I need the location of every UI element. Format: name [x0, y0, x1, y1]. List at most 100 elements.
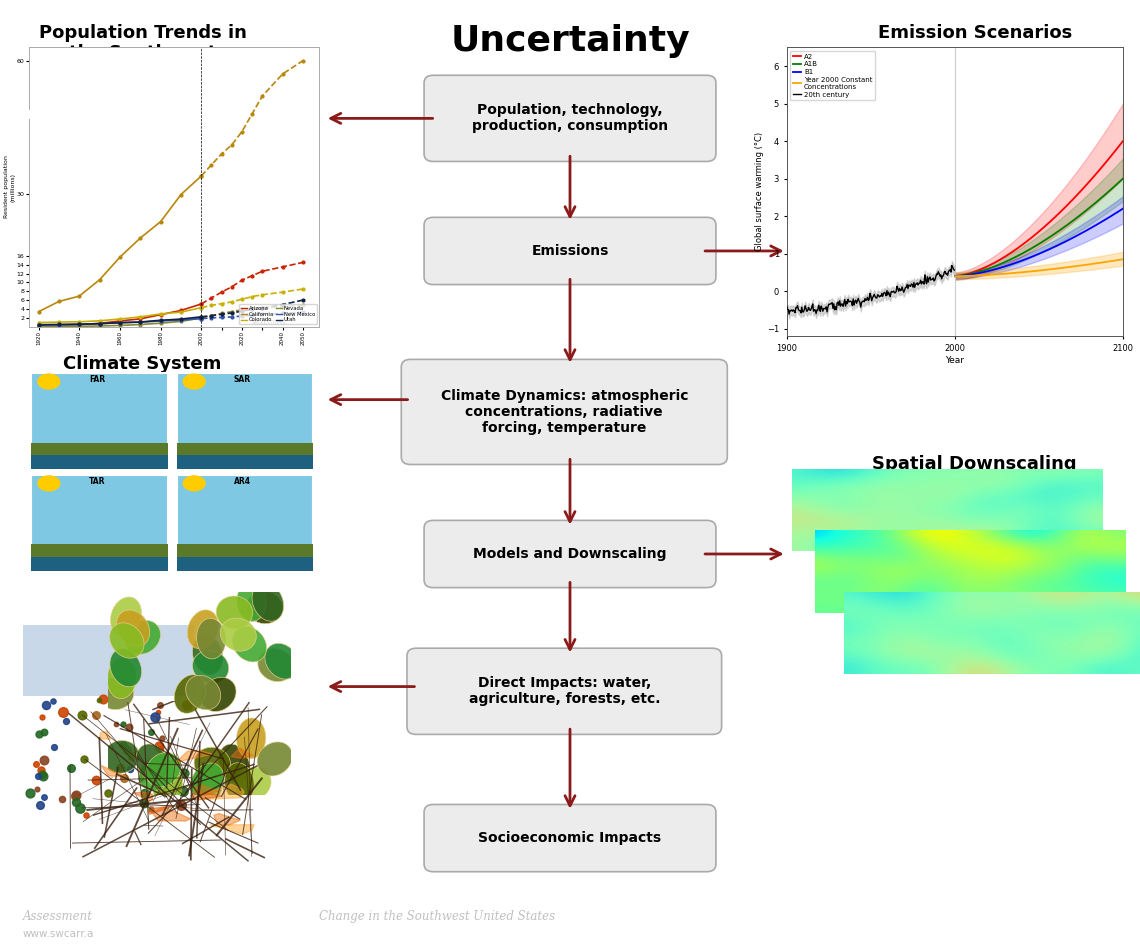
- Ellipse shape: [217, 596, 253, 629]
- Ellipse shape: [125, 620, 161, 654]
- Text: Direct Impacts: water,
agriculture, forests, etc.: Direct Impacts: water, agriculture, fore…: [469, 676, 660, 706]
- Ellipse shape: [233, 627, 267, 662]
- Text: Climate Dynamics: atmospheric
concentrations, radiative
forcing, temperature: Climate Dynamics: atmospheric concentrat…: [440, 389, 689, 435]
- Text: Assessment: Assessment: [23, 910, 92, 923]
- Ellipse shape: [174, 675, 205, 713]
- Year 2000 Constant
Concentrations: [1116, 254, 1130, 265]
- Text: www.swcarr.a: www.swcarr.a: [23, 929, 95, 939]
- Ellipse shape: [186, 675, 221, 710]
- Bar: [23, 625, 194, 696]
- Ellipse shape: [190, 763, 223, 800]
- B1: [993, 262, 1007, 274]
- Text: Population, technology,
production, consumption: Population, technology, production, cons…: [472, 103, 668, 134]
- A1B: [1101, 186, 1115, 197]
- Text: SAR: SAR: [234, 375, 251, 384]
- Text: Emissions: Emissions: [531, 244, 609, 258]
- Ellipse shape: [193, 651, 229, 684]
- A1B: [948, 271, 962, 282]
- Text: Spatial Downscaling: Spatial Downscaling: [872, 455, 1077, 473]
- Legend: A2, A1B, B1, Year 2000 Constant
Concentrations, 20th century: A2, A1B, B1, Year 2000 Constant Concentr…: [790, 51, 876, 100]
- Y-axis label: Resident population
(millions): Resident population (millions): [5, 155, 15, 219]
- Ellipse shape: [196, 618, 226, 659]
- FancyBboxPatch shape: [424, 218, 716, 284]
- Polygon shape: [231, 749, 252, 759]
- Text: Climate System: Climate System: [64, 355, 221, 373]
- Ellipse shape: [153, 767, 182, 807]
- Text: Uncertainty: Uncertainty: [450, 24, 690, 58]
- Text: FAR: FAR: [89, 375, 105, 384]
- Ellipse shape: [109, 623, 144, 658]
- Ellipse shape: [220, 618, 256, 652]
- Circle shape: [38, 475, 60, 491]
- Line: Year 2000 Constant
Concentrations: Year 2000 Constant Concentrations: [955, 259, 1123, 277]
- Text: Change in the Southwest United States: Change in the Southwest United States: [319, 910, 555, 923]
- Bar: [32, 455, 168, 469]
- Polygon shape: [194, 785, 219, 795]
- Text: Socioeconomic Impacts: Socioeconomic Impacts: [479, 831, 661, 845]
- Ellipse shape: [264, 643, 299, 679]
- Text: TAR: TAR: [89, 477, 105, 486]
- A1B: [1116, 173, 1130, 185]
- Ellipse shape: [235, 767, 271, 800]
- A1B: [959, 269, 972, 280]
- Bar: [177, 475, 314, 571]
- Text: PROJECTIONS: PROJECTIONS: [252, 320, 285, 326]
- Ellipse shape: [193, 635, 223, 674]
- Ellipse shape: [139, 756, 173, 791]
- A2: [948, 271, 962, 282]
- Bar: [177, 557, 314, 571]
- Ellipse shape: [194, 762, 222, 803]
- Year 2000 Constant
Concentrations: [948, 271, 962, 282]
- Ellipse shape: [97, 677, 133, 709]
- Year 2000 Constant
Concentrations: [1101, 256, 1115, 267]
- B1: [1116, 203, 1130, 214]
- Bar: [177, 545, 314, 571]
- Polygon shape: [148, 806, 174, 814]
- Year 2000 Constant
Concentrations: [955, 271, 969, 282]
- FancyBboxPatch shape: [424, 804, 716, 871]
- B1: [948, 271, 962, 282]
- Polygon shape: [101, 766, 124, 777]
- Bar: [177, 455, 314, 469]
- Ellipse shape: [194, 747, 230, 780]
- A1B: [955, 270, 969, 281]
- FancyBboxPatch shape: [407, 648, 722, 735]
- Ellipse shape: [236, 718, 266, 759]
- Year 2000 Constant
Concentrations: [959, 270, 972, 281]
- Year 2000 Constant
Concentrations: [1108, 255, 1122, 266]
- Polygon shape: [100, 732, 111, 740]
- Polygon shape: [210, 825, 254, 834]
- Circle shape: [182, 373, 206, 390]
- Polygon shape: [198, 784, 244, 799]
- Bar: [32, 442, 168, 469]
- B1: [1101, 212, 1115, 223]
- Ellipse shape: [225, 762, 254, 803]
- Bar: [177, 373, 314, 469]
- Text: Emission Scenarios: Emission Scenarios: [878, 24, 1072, 42]
- Text: Population Trends in
the Southwest: Population Trends in the Southwest: [39, 24, 246, 63]
- Ellipse shape: [219, 744, 250, 783]
- Polygon shape: [135, 792, 153, 801]
- Bar: [32, 373, 168, 469]
- Ellipse shape: [146, 753, 181, 787]
- Ellipse shape: [111, 597, 141, 636]
- A2: [1101, 153, 1115, 165]
- Year 2000 Constant
Concentrations: [979, 269, 993, 280]
- Year 2000 Constant
Concentrations: [993, 268, 1007, 279]
- Ellipse shape: [103, 741, 139, 773]
- A2: [1116, 135, 1130, 147]
- B1: [979, 266, 993, 277]
- B1: [955, 270, 969, 281]
- A2: [959, 269, 972, 280]
- Legend: Arizona, California, Colorado, Nevada, New Mexico, Utah: Arizona, California, Colorado, Nevada, N…: [239, 304, 317, 324]
- FancyBboxPatch shape: [401, 359, 727, 465]
- Ellipse shape: [109, 649, 141, 687]
- A1B: [979, 264, 993, 276]
- Ellipse shape: [201, 677, 236, 711]
- FancyBboxPatch shape: [424, 521, 716, 587]
- Text: Models and Downscaling: Models and Downscaling: [473, 547, 667, 561]
- Line: A1B: A1B: [955, 179, 1123, 277]
- Y-axis label: Global surface warming (°C): Global surface warming (°C): [755, 133, 764, 251]
- B1: [1108, 208, 1122, 220]
- A1B: [993, 259, 1007, 270]
